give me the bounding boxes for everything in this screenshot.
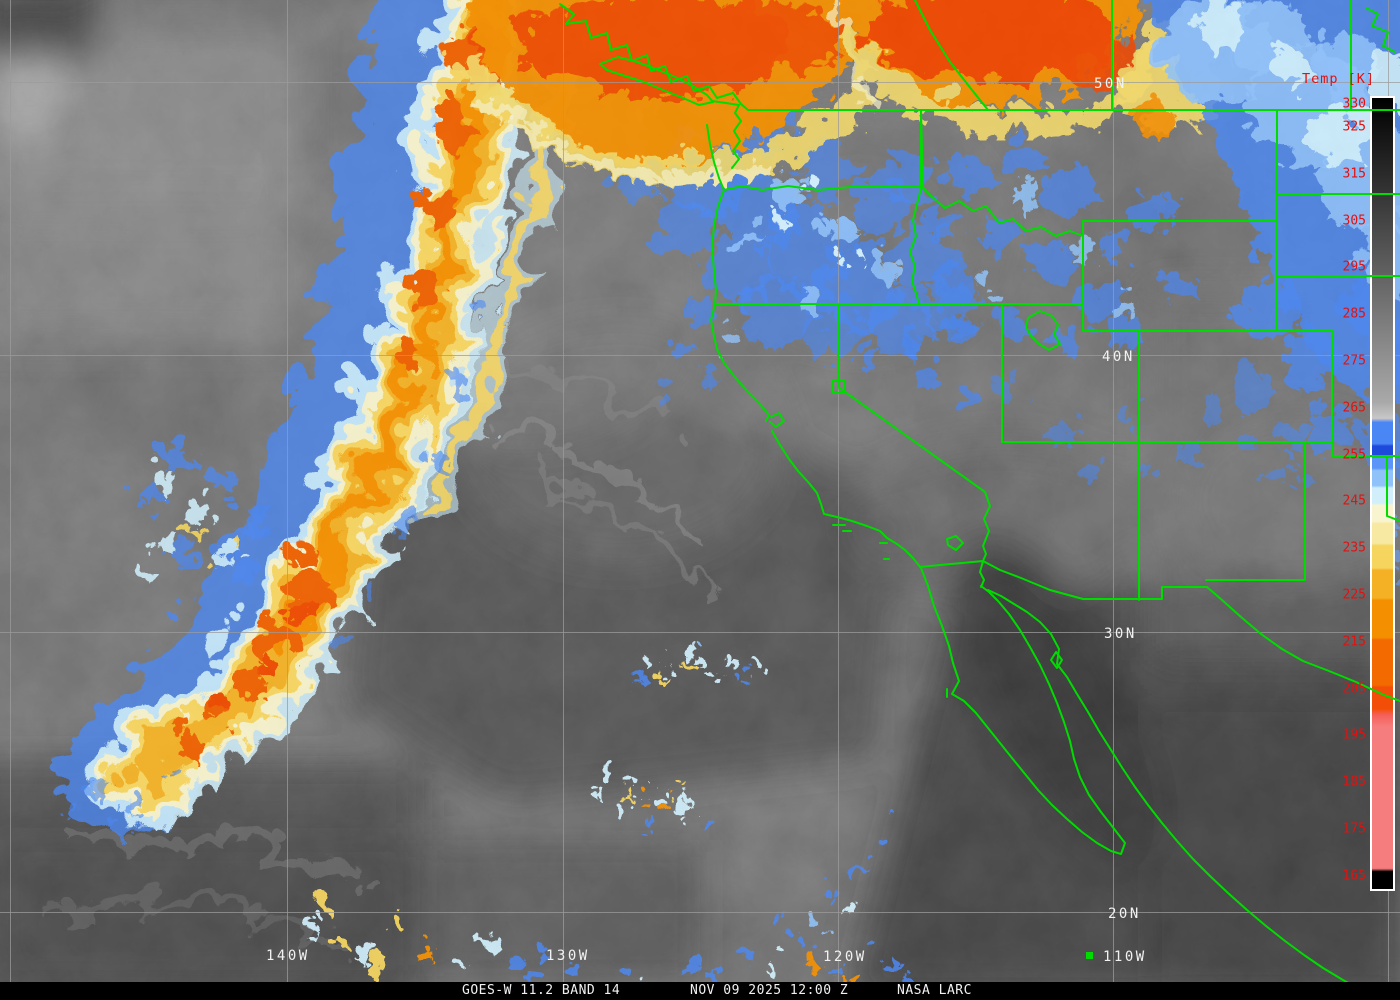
timestamp-label: NOV 09 2025 12:00 Z (690, 983, 849, 998)
satellite-band-label: GOES-W 11.2 BAND 14 (462, 983, 621, 998)
status-bar: GOES-W 11.2 BAND 14 NOV 09 2025 12:00 Z … (0, 982, 1400, 1000)
agency-label: NASA LARC (897, 983, 972, 998)
temperature-colorbar (1370, 96, 1395, 891)
